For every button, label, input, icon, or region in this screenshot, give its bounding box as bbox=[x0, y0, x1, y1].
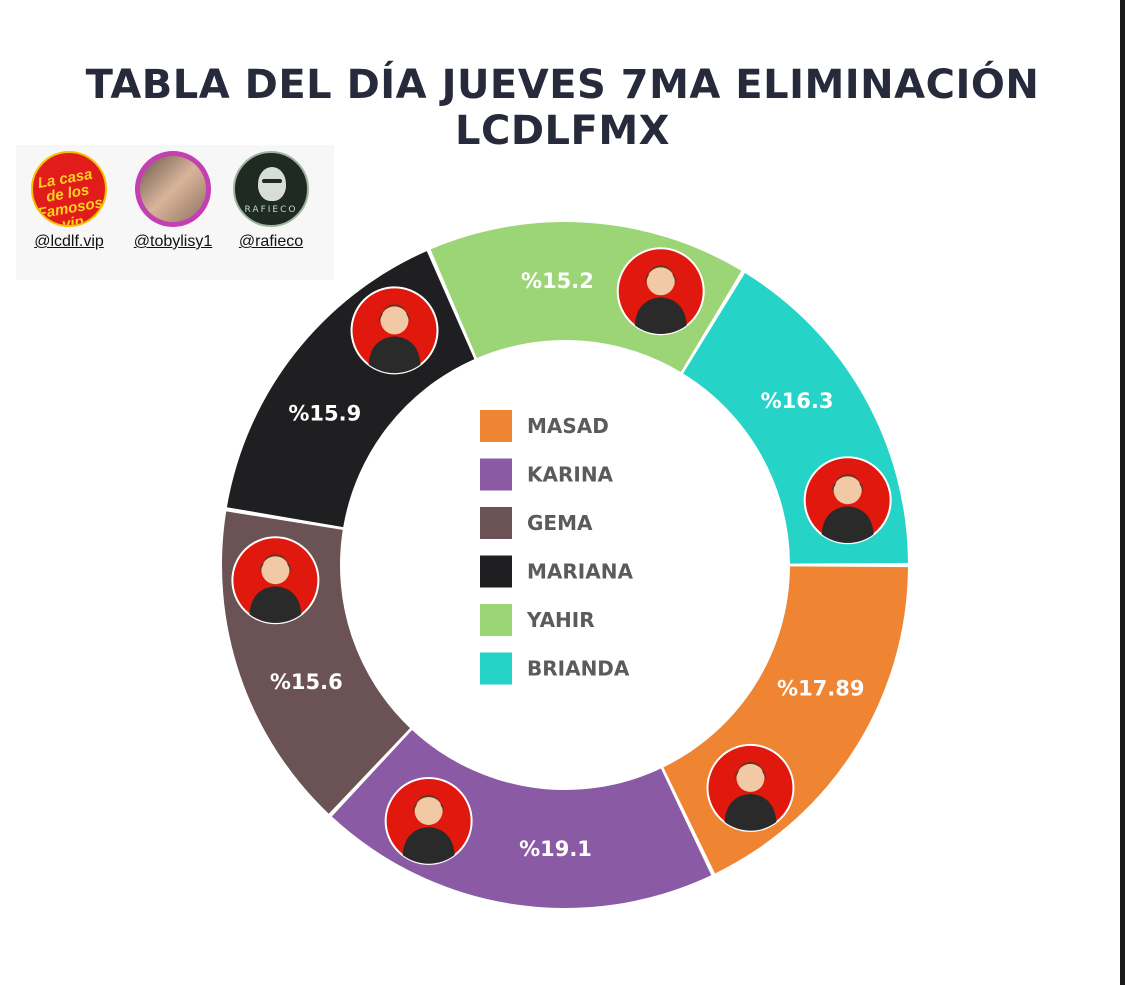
chart-title: TABLA DEL DÍA JUEVES 7MA ELIMINACIÓN LCD… bbox=[85, 62, 1040, 154]
legend-swatch-mariana bbox=[480, 555, 512, 588]
legend-swatch-karina bbox=[480, 458, 512, 491]
right-border bbox=[1120, 0, 1125, 985]
slice-label-brianda: %16.3 bbox=[761, 389, 834, 413]
slice-masad bbox=[663, 566, 908, 874]
slice-label-gema: %15.6 bbox=[270, 670, 343, 694]
avatar-yahir-icon bbox=[616, 247, 705, 336]
legend-swatch-gema bbox=[480, 507, 512, 539]
avatar-karina-icon bbox=[384, 776, 473, 865]
credit-lcdlf[interactable]: La casa de los Famosos vip @lcdlf.vip bbox=[24, 151, 114, 251]
slice-label-mariana: %15.9 bbox=[288, 401, 361, 425]
rafieco-mask-logo-icon: RAFIECO bbox=[233, 151, 309, 227]
avatar-mariana-icon bbox=[350, 286, 439, 375]
slice-label-masad: %17.89 bbox=[777, 676, 864, 700]
casa-famosos-logo-icon: La casa de los Famosos vip bbox=[31, 151, 107, 227]
legend-swatch-yahir bbox=[480, 604, 512, 636]
avatar-masad-icon bbox=[706, 743, 795, 832]
rafieco-logo-text: RAFIECO bbox=[244, 205, 298, 215]
chart-legend: MASAD KARINA GEMA MARIANA YAHIR BRIANDA bbox=[480, 410, 633, 685]
tobylisy-avatar-icon bbox=[135, 151, 211, 227]
avatar-gema-icon bbox=[231, 536, 320, 625]
credit-handle-lcdlf: @lcdlf.vip bbox=[34, 233, 104, 250]
credit-handle-tobylisy: @tobylisy1 bbox=[133, 233, 213, 250]
slice-label-karina: %19.1 bbox=[519, 837, 592, 861]
slice-labels: %17.89 %19.1 %15.6 %15.9 %15.2 %16.3 bbox=[270, 269, 865, 861]
credits-panel: La casa de los Famosos vip @lcdlf.vip @t… bbox=[16, 145, 334, 280]
slice-mariana bbox=[226, 251, 475, 528]
legend-swatch-masad bbox=[480, 410, 512, 442]
legend-label-brianda: BRIANDA bbox=[527, 657, 630, 681]
credit-tobylisy[interactable]: @tobylisy1 bbox=[128, 151, 218, 251]
legend-label-gema: GEMA bbox=[527, 511, 593, 535]
legend-label-mariana: MARIANA bbox=[527, 560, 633, 584]
credit-handle-rafieco: @rafieco bbox=[238, 233, 304, 250]
avatar-brianda-icon bbox=[803, 456, 892, 545]
legend-label-karina: KARINA bbox=[527, 463, 614, 487]
slice-avatars bbox=[231, 247, 892, 865]
legend-label-masad: MASAD bbox=[527, 414, 609, 438]
slice-label-yahir: %15.2 bbox=[521, 269, 594, 293]
legend-swatch-brianda bbox=[480, 652, 512, 685]
legend-label-yahir: YAHIR bbox=[526, 608, 595, 632]
credit-rafieco[interactable]: RAFIECO @rafieco bbox=[226, 151, 316, 251]
